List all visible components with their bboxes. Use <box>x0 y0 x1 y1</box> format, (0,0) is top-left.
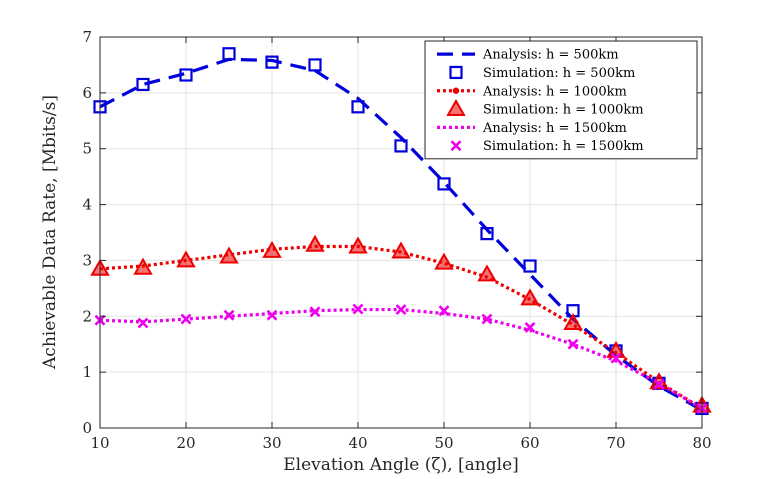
series-3-point <box>477 264 497 282</box>
plot-frame <box>99 36 703 429</box>
series-5-point <box>266 309 278 321</box>
x-tick-label: 60 <box>520 434 539 452</box>
y-axis-label: Achievable Data Rate, [Mbits/s] <box>40 95 60 370</box>
series-1-point <box>265 55 279 69</box>
series-5-point <box>481 313 493 325</box>
series-5-point <box>524 322 536 333</box>
series-5-point <box>653 379 665 390</box>
series-3-point <box>563 312 583 330</box>
series-5-point <box>567 338 579 350</box>
series-1-point <box>480 227 494 241</box>
series-1-point <box>136 77 150 92</box>
series-1-point <box>437 177 451 191</box>
series-5-point <box>395 304 407 316</box>
y-tick-label: 4 <box>82 196 92 214</box>
series-3-point <box>434 252 454 270</box>
series-3-point <box>176 250 196 268</box>
x-tick-label: 70 <box>606 434 625 452</box>
series-3-point <box>305 234 325 252</box>
legend-entry-label: Analysis: h = 1500km <box>482 121 627 136</box>
y-tick-label: 5 <box>82 140 92 158</box>
y-tick-label: 7 <box>82 28 92 46</box>
series-1-point <box>179 68 193 82</box>
x-tick-label: 20 <box>176 434 195 452</box>
legend-marker-3 <box>446 99 466 117</box>
series-3-point <box>219 246 239 264</box>
x-tick-label: 30 <box>262 434 281 452</box>
series-1-point <box>523 259 537 273</box>
y-tick-label: 3 <box>82 251 92 269</box>
legend-dot-2 <box>452 87 460 94</box>
legend-entry-label: Simulation: h = 1000km <box>483 103 644 118</box>
legend: Analysis: h = 500km Simulation: h = 500km… <box>424 40 698 160</box>
x-tick-label: 10 <box>90 434 109 452</box>
legend-entry-label: Analysis: h = 500km <box>482 48 619 63</box>
series-line-0 <box>99 57 703 412</box>
legend-marker-1 <box>449 65 463 80</box>
y-tick-label: 1 <box>82 363 92 381</box>
series-1-point <box>308 58 322 72</box>
legend-marker-5 <box>450 140 462 152</box>
x-tick-label: 50 <box>434 434 453 452</box>
series-3-point <box>262 240 282 258</box>
x-tick-label: 80 <box>692 434 711 452</box>
series-5-point <box>352 303 364 315</box>
series-3-point <box>348 236 368 254</box>
series-1-point <box>222 47 236 61</box>
y-tick-label: 0 <box>82 419 92 437</box>
legend-entry-label: Simulation: h = 500km <box>483 66 635 81</box>
series-5-point <box>137 317 149 329</box>
legend-entry-label: Simulation: h = 1500km <box>483 139 644 154</box>
legend-box <box>424 40 698 160</box>
series-3-point <box>391 241 411 259</box>
series-3-point <box>133 257 153 275</box>
series-5-point <box>223 309 235 321</box>
series-5-point <box>309 306 321 318</box>
series-5-point <box>610 352 622 364</box>
series-layer <box>90 47 712 416</box>
series-5-point <box>180 313 192 325</box>
ticks: 10 20 30 40 50 60 70 80 0 1 2 3 4 5 6 7 <box>82 28 711 452</box>
series-5-point <box>438 305 450 317</box>
y-tick-label: 6 <box>82 84 92 102</box>
series-3-point <box>520 288 540 306</box>
x-tick-label: 40 <box>348 434 367 452</box>
legend-entry-label: Analysis: h = 1000km <box>482 84 627 99</box>
y-tick-label: 2 <box>82 307 92 325</box>
series-1-point <box>394 139 408 153</box>
x-axis-label: Elevation Angle (ζ), [angle] <box>283 455 519 475</box>
series-1-point <box>351 100 365 114</box>
